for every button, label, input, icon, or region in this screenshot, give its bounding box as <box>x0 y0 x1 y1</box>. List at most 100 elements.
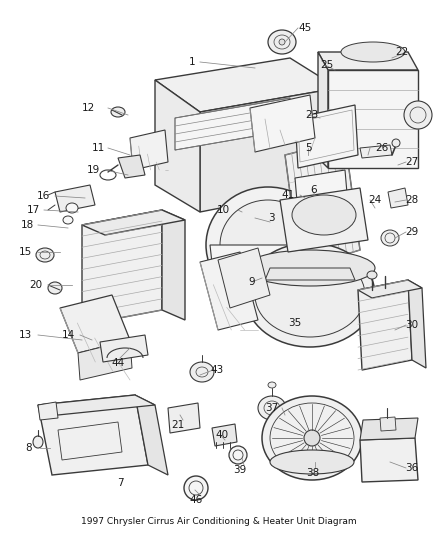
Text: 23: 23 <box>305 110 318 120</box>
Polygon shape <box>82 210 185 235</box>
Text: 5: 5 <box>305 143 311 153</box>
Ellipse shape <box>255 253 365 337</box>
Text: 24: 24 <box>368 195 381 205</box>
Ellipse shape <box>258 396 286 420</box>
Ellipse shape <box>245 250 375 286</box>
Polygon shape <box>250 95 315 152</box>
Ellipse shape <box>245 243 375 347</box>
Ellipse shape <box>36 248 54 262</box>
Text: 8: 8 <box>25 443 32 453</box>
Text: 19: 19 <box>87 165 100 175</box>
Ellipse shape <box>268 382 276 388</box>
Text: 13: 13 <box>19 330 32 340</box>
Polygon shape <box>135 395 168 475</box>
Ellipse shape <box>66 203 78 213</box>
Text: 1997 Chrysler Cirrus Air Conditioning & Heater Unit Diagram: 1997 Chrysler Cirrus Air Conditioning & … <box>81 518 357 527</box>
Polygon shape <box>168 403 200 433</box>
Ellipse shape <box>206 187 330 303</box>
Polygon shape <box>118 155 145 178</box>
Polygon shape <box>55 185 95 212</box>
Ellipse shape <box>63 216 73 224</box>
Ellipse shape <box>392 139 400 147</box>
Polygon shape <box>358 280 422 298</box>
Text: 21: 21 <box>171 420 185 430</box>
Polygon shape <box>328 70 418 168</box>
Polygon shape <box>285 140 360 268</box>
Polygon shape <box>388 188 408 208</box>
Polygon shape <box>218 248 270 308</box>
Polygon shape <box>360 418 418 440</box>
Ellipse shape <box>404 101 432 129</box>
Text: 17: 17 <box>27 205 40 215</box>
Polygon shape <box>265 268 355 280</box>
Ellipse shape <box>190 362 214 382</box>
Text: 16: 16 <box>37 191 50 201</box>
Text: 39: 39 <box>233 465 247 475</box>
Ellipse shape <box>262 396 362 480</box>
Ellipse shape <box>304 430 320 446</box>
Polygon shape <box>280 188 368 252</box>
Polygon shape <box>200 88 338 212</box>
Polygon shape <box>38 402 58 420</box>
Polygon shape <box>380 417 396 431</box>
Text: 26: 26 <box>375 143 388 153</box>
Text: 43: 43 <box>210 365 223 375</box>
Text: 25: 25 <box>320 60 333 70</box>
Text: 18: 18 <box>21 220 34 230</box>
Ellipse shape <box>367 271 377 279</box>
Polygon shape <box>162 210 185 320</box>
Text: 3: 3 <box>268 213 275 223</box>
Polygon shape <box>295 170 348 213</box>
Text: 36: 36 <box>405 463 418 473</box>
Polygon shape <box>408 280 426 368</box>
Text: 35: 35 <box>288 318 302 328</box>
Text: 37: 37 <box>265 403 278 413</box>
Text: 12: 12 <box>82 103 95 113</box>
Ellipse shape <box>220 200 316 290</box>
Text: 7: 7 <box>117 478 124 488</box>
Text: 40: 40 <box>215 430 228 440</box>
Text: 6: 6 <box>310 185 317 195</box>
Ellipse shape <box>381 230 399 246</box>
Ellipse shape <box>268 30 296 54</box>
Polygon shape <box>38 395 148 475</box>
Polygon shape <box>78 340 132 380</box>
Text: 9: 9 <box>248 277 254 287</box>
Ellipse shape <box>279 39 285 45</box>
Text: 11: 11 <box>92 143 105 153</box>
Text: 44: 44 <box>111 358 125 368</box>
Text: 22: 22 <box>395 47 408 57</box>
Polygon shape <box>175 98 290 150</box>
Polygon shape <box>155 58 338 112</box>
Polygon shape <box>130 130 168 170</box>
Polygon shape <box>200 252 258 330</box>
Text: 28: 28 <box>405 195 418 205</box>
Polygon shape <box>38 395 155 415</box>
Ellipse shape <box>229 446 247 464</box>
Text: 27: 27 <box>405 157 418 167</box>
Polygon shape <box>358 280 412 370</box>
Text: 30: 30 <box>405 320 418 330</box>
Polygon shape <box>212 424 237 446</box>
Polygon shape <box>60 295 130 353</box>
Polygon shape <box>295 105 358 168</box>
Ellipse shape <box>111 107 125 117</box>
Polygon shape <box>318 52 328 168</box>
Ellipse shape <box>33 436 43 448</box>
Ellipse shape <box>270 450 354 474</box>
Polygon shape <box>318 52 418 70</box>
Text: 10: 10 <box>217 205 230 215</box>
Ellipse shape <box>292 195 356 235</box>
Text: 20: 20 <box>29 280 42 290</box>
Text: 29: 29 <box>405 227 418 237</box>
Polygon shape <box>155 80 200 212</box>
Ellipse shape <box>341 42 405 62</box>
Polygon shape <box>82 210 162 325</box>
Ellipse shape <box>48 282 62 294</box>
Text: 14: 14 <box>62 330 75 340</box>
Polygon shape <box>360 438 418 482</box>
Ellipse shape <box>184 476 208 500</box>
Text: 1: 1 <box>188 57 195 67</box>
Polygon shape <box>210 245 326 305</box>
Polygon shape <box>100 335 148 362</box>
